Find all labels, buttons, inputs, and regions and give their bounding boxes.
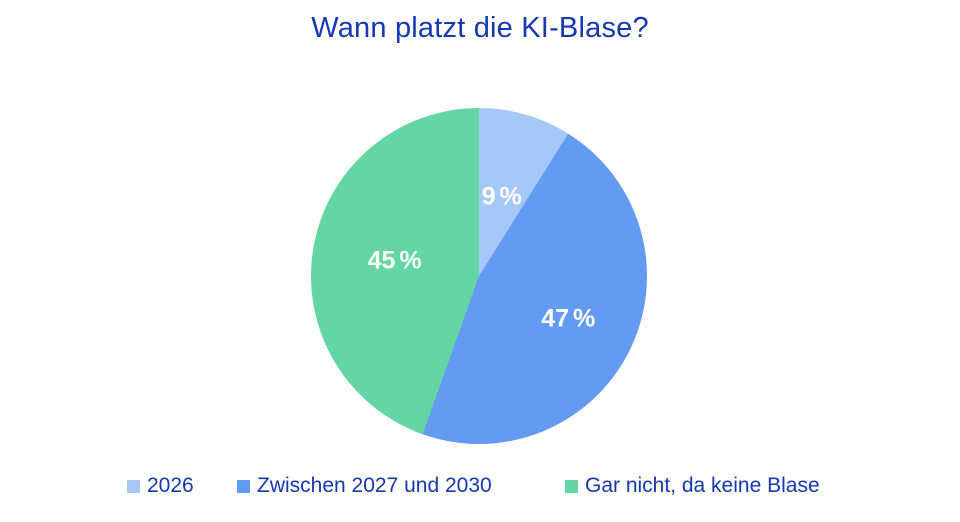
legend-label-zwischen-2027-und-2030: Zwischen 2027 und 2030 [257,474,492,497]
chart-title: Wann platzt die KI-Blase? [311,12,649,44]
slice-label-zwischen-2027-und-2030: 47 % [541,304,596,333]
legend: 2026 Zwischen 2027 und 2030 Gar nicht, d… [0,474,960,504]
legend-label-gar-nicht: Gar nicht, da keine Blase [585,474,820,497]
slice-label-gar-nicht: 45 % [367,246,422,275]
legend-swatch-2026-icon [127,479,140,493]
pie-chart: 9 % 47 % 45 % [311,108,647,444]
legend-swatch-gar-nicht-icon [565,479,578,493]
legend-item-2026: 2026 [127,474,194,498]
slice-label-2026: 9 % [481,182,522,211]
legend-swatch-zwischen-2027-und-2030-icon [237,479,250,493]
legend-label-2026: 2026 [147,474,194,497]
legend-item-gar-nicht: Gar nicht, da keine Blase [565,474,820,498]
legend-item-zwischen-2027-und-2030: Zwischen 2027 und 2030 [237,474,492,498]
